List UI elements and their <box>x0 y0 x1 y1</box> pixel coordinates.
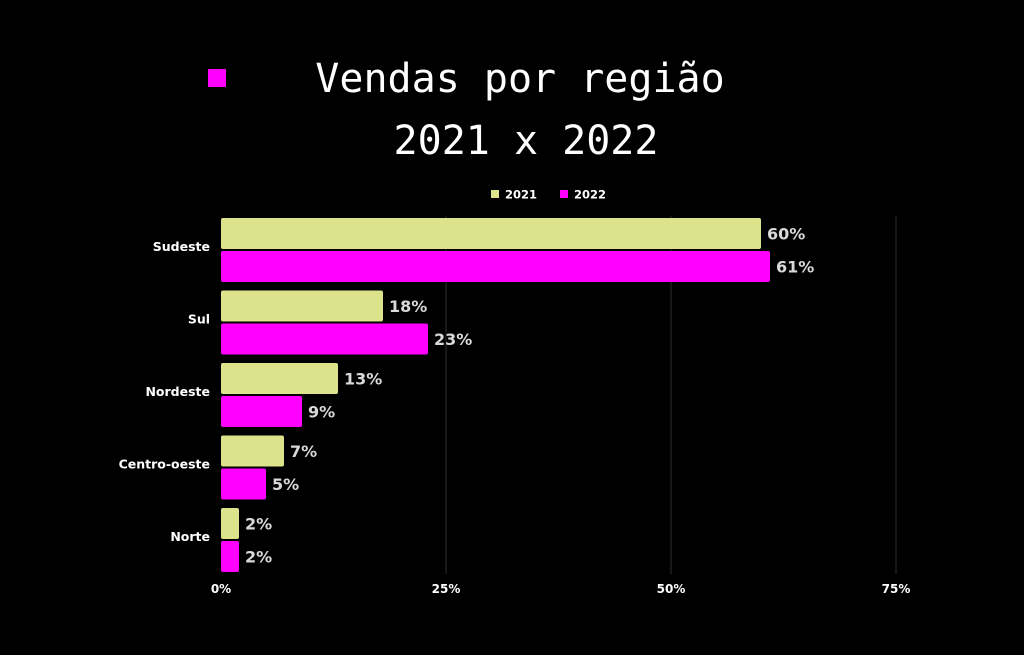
bar-2022 <box>221 251 770 282</box>
bar-2022 <box>221 323 428 355</box>
category-label: Nordeste <box>145 384 210 399</box>
bar-2022 <box>221 468 266 500</box>
data-label-2021: 7% <box>290 442 317 461</box>
legend-swatch-2021 <box>491 190 499 198</box>
category-label: Sul <box>188 312 210 327</box>
bar-2021 <box>221 508 239 539</box>
data-label-2021: 60% <box>767 225 805 244</box>
x-tick-label: 0% <box>211 582 231 596</box>
data-label-2022: 23% <box>434 330 472 349</box>
bar-2022 <box>221 396 302 427</box>
data-label-2021: 2% <box>245 515 272 534</box>
data-label-2022: 9% <box>308 403 335 422</box>
legend-label-2022: 2022 <box>574 188 606 202</box>
data-label-2022: 5% <box>272 475 299 494</box>
category-label: Norte <box>170 529 210 544</box>
data-label-2022: 61% <box>776 258 814 277</box>
bar-2022 <box>221 541 239 572</box>
legend-swatch-2022 <box>560 190 568 198</box>
x-tick-label: 75% <box>882 582 911 596</box>
category-label: Centro-oeste <box>119 457 210 472</box>
chart-title-line-1: Vendas por região <box>315 56 725 102</box>
bar-2021 <box>221 218 761 249</box>
data-label-2022: 2% <box>245 548 272 567</box>
data-label-2021: 13% <box>344 370 382 389</box>
data-label-2021: 18% <box>389 297 427 316</box>
x-tick-label: 25% <box>432 582 461 596</box>
x-tick-label: 50% <box>657 582 686 596</box>
legend-label-2021: 2021 <box>505 188 537 202</box>
bar-2021 <box>221 363 338 394</box>
bar-2021 <box>221 435 284 467</box>
title-marker-square <box>208 69 226 87</box>
bar-2021 <box>221 290 383 322</box>
category-label: Sudeste <box>153 239 210 254</box>
chart-title-line-2: 2021 x 2022 <box>393 118 659 164</box>
